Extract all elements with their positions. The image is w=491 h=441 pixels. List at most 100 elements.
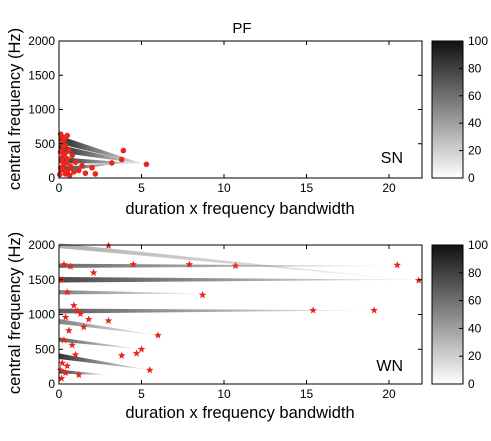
x-tick-label: 10: [217, 387, 231, 401]
x-tick-label: 20: [382, 387, 396, 401]
wn-density-shading: [59, 243, 422, 375]
star-point: [61, 368, 70, 377]
star-point: [60, 260, 68, 268]
wn-density-wedge: [59, 369, 109, 375]
star-point: [185, 260, 194, 268]
wn-density-wedge: [59, 337, 142, 350]
x-tick-label: 15: [300, 181, 314, 195]
star-point: [89, 268, 98, 277]
y-tick-label: 1000: [28, 103, 55, 117]
x-tick-label: 0: [56, 387, 63, 401]
colorbar-tick-label: 40: [468, 321, 482, 335]
sn-density-wedge: [59, 135, 147, 165]
circle-point: [71, 169, 77, 175]
circle-point: [79, 162, 85, 169]
colorbar-tick-label: 100: [468, 238, 488, 252]
star-point: [309, 306, 317, 314]
star-point: [68, 341, 76, 349]
colorbar-tick-label: 100: [468, 34, 488, 48]
circle-point: [143, 161, 150, 168]
circle-point: [89, 164, 95, 171]
x-tick-label: 20: [382, 181, 396, 195]
star-point: [198, 291, 207, 299]
circle-point: [58, 158, 65, 164]
sn-y-ticks: 0 500 1000 1500 2000: [28, 34, 422, 185]
y-tick-label: 2000: [28, 238, 55, 252]
circle-point: [57, 171, 63, 178]
star-point: [393, 261, 402, 269]
sn-x-ticks: 0 5 10 15 20: [56, 41, 396, 195]
star-point: [84, 315, 93, 323]
wn-y-axis-label: central frequency (Hz): [6, 232, 24, 394]
star-point: [73, 307, 81, 315]
star-point: [117, 351, 126, 359]
sn-plot-area: [59, 41, 422, 178]
star-point: [57, 374, 66, 382]
star-point: [132, 349, 141, 357]
y-tick-label: 0: [48, 171, 55, 185]
y-tick-label: 2000: [28, 34, 55, 48]
colorbar-tick-label: 0: [468, 171, 475, 185]
y-tick-label: 1000: [28, 308, 55, 322]
circle-point: [72, 159, 79, 166]
colorbar-tick-label: 80: [468, 266, 482, 280]
circle-point: [69, 152, 75, 159]
star-point: [370, 306, 378, 314]
wn-panel-label: WN: [376, 358, 403, 375]
y-tick-label: 1500: [28, 273, 55, 287]
star-point: [56, 366, 65, 374]
star-point: [154, 331, 162, 339]
wn-panel: 0 5 10 15 20 0 500 1000 1500 2000 WN duration x …: [6, 232, 423, 422]
star-point: [129, 260, 138, 268]
star-point: [76, 309, 85, 318]
y-tick-label: 1500: [28, 68, 55, 82]
wn-density-wedge: [59, 263, 406, 268]
star-point: [61, 313, 70, 321]
sn-x-axis-label: duration x frequency bandwidth: [125, 200, 354, 218]
star-point: [231, 261, 240, 270]
star-point: [60, 336, 68, 344]
star-point: [70, 301, 78, 309]
star-point: [137, 345, 146, 353]
x-tick-label: 5: [138, 387, 145, 401]
sn-colorbar: 100 80 60 40 20 0: [431, 34, 488, 185]
sn-colorbar-gradient: [431, 40, 464, 179]
circle-point: [76, 167, 82, 174]
wn-density-wedge: [59, 290, 208, 295]
colorbar-tick-label: 60: [468, 89, 482, 103]
circle-point: [64, 132, 71, 139]
wn-plot-area: [59, 245, 422, 384]
star-point: [58, 359, 67, 367]
colorbar-tick-label: 40: [468, 116, 482, 130]
circle-point: [67, 163, 74, 170]
wn-y-ticks: 0 500 1000 1500 2000: [28, 238, 422, 391]
wn-density-wedge: [59, 243, 422, 282]
colorbar-tick-label: 20: [468, 349, 482, 363]
sn-panel-label: SN: [381, 150, 403, 167]
star-point: [65, 326, 73, 334]
wn-x-ticks: 0 5 10 15 20: [56, 245, 396, 401]
sn-panel: 0 5 10 15 20 0 500 1000 1500 2000 SN duration x …: [6, 28, 423, 218]
x-tick-label: 15: [300, 387, 314, 401]
colorbar-tick-label: 0: [468, 377, 475, 391]
star-point: [66, 262, 75, 270]
circle-point: [66, 147, 72, 154]
star-point: [75, 370, 83, 379]
y-tick-label: 500: [35, 137, 55, 151]
sn-y-axis-label: central frequency (Hz): [6, 28, 24, 190]
star-point: [104, 316, 113, 324]
x-tick-label: 5: [138, 181, 145, 195]
circle-point: [120, 147, 127, 154]
x-tick-label: 10: [217, 181, 231, 195]
star-point: [63, 288, 72, 296]
star-point: [79, 323, 88, 331]
sn-density-wedge: [59, 144, 145, 165]
circle-point: [109, 160, 115, 166]
wn-colorbar: 100 80 60 40 20 0: [431, 238, 488, 391]
figure-title: PF: [232, 20, 251, 37]
wn-density-wedge: [59, 308, 373, 314]
circle-point: [118, 156, 125, 163]
colorbar-tick-label: 20: [468, 144, 482, 158]
star-point: [63, 361, 72, 370]
